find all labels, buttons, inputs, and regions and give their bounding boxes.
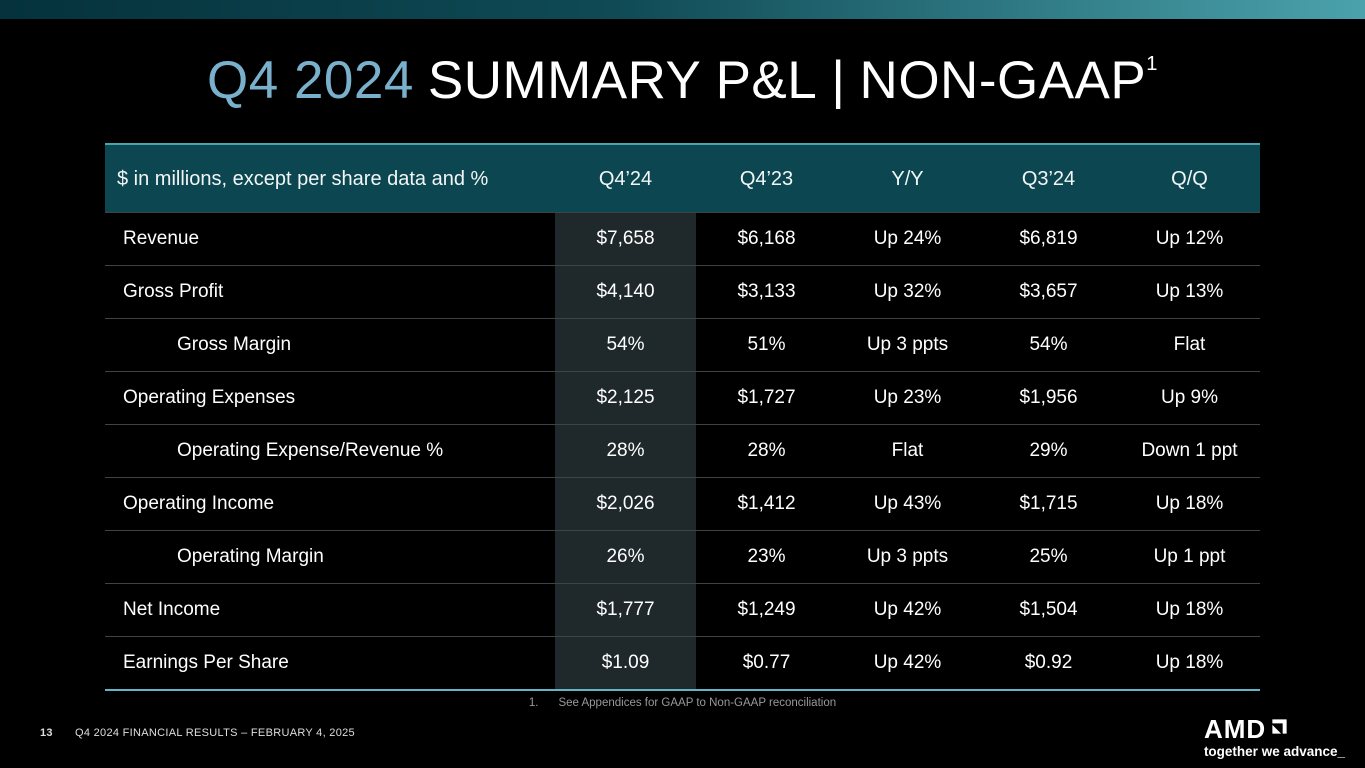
cell-value: $7,658 [555,213,696,265]
title-part1: SUMMARY P&L [427,51,818,110]
header-q423: Q4’23 [739,167,794,190]
header-units: $ in millions, except per share data and… [117,167,489,190]
row-label: Earnings Per Share [123,651,289,673]
header-q424: Q4’24 [598,167,653,190]
header-q324: Q3’24 [1021,167,1076,190]
cell-value: $1,777 [555,584,696,636]
title-part2: NON-GAAP [859,51,1147,110]
cell-value: $4,140 [555,266,696,318]
cell-value: $1,715 [1019,492,1078,514]
cell-value: 28% [747,439,786,461]
cell-value: Up 9% [1160,386,1219,408]
row-label: Gross Margin [177,333,292,355]
footnote-text: See Appendices for GAAP to Non-GAAP reco… [558,697,837,709]
table-row-revenue: Revenue $7,658 $6,168 Up 24% $6,819 Up 1… [105,212,1260,265]
cell-value: Down 1 ppt [1141,439,1238,461]
cell-value: $0.92 [1024,651,1073,673]
header-qq: Q/Q [1171,167,1208,190]
pl-table: $ in millions, except per share data and… [105,143,1260,691]
cell-value: Up 23% [873,386,942,408]
cell-value: 23% [747,545,786,567]
row-label: Gross Profit [123,280,224,302]
cell-value: Up 3 ppts [866,545,949,567]
cell-value: Flat [1173,333,1206,355]
cell-value: Up 1 ppt [1153,545,1226,567]
amd-tagline: together we advance_ [1203,743,1345,759]
cell-value: Up 32% [873,280,942,302]
cell-value: $0.77 [742,651,791,673]
table-row-operating-margin: Operating Margin 26% 23% Up 3 ppts 25% U… [105,530,1260,583]
cell-value: $1,249 [737,598,796,620]
row-label: Operating Expense/Revenue % [177,439,444,461]
cell-value: $3,133 [737,280,796,302]
cell-value: $3,657 [1019,280,1078,302]
cell-value: $2,026 [555,478,696,530]
footnote-number: 1. [528,697,539,709]
table-row-operating-income: Operating Income $2,026 $1,412 Up 43% $1… [105,477,1260,530]
table-row-gross-margin: Gross Margin 54% 51% Up 3 ppts 54% Flat [105,318,1260,371]
row-label: Operating Margin [177,545,324,567]
footnote: 1. See Appendices for GAAP to Non-GAAP r… [0,697,1365,709]
row-label: Operating Income [123,492,275,514]
table-row-eps: Earnings Per Share $1.09 $0.77 Up 42% $0… [105,636,1260,689]
row-label: Revenue [123,227,200,249]
table-row-operating-expenses: Operating Expenses $2,125 $1,727 Up 23% … [105,371,1260,424]
cell-value: $2,125 [555,372,696,424]
cell-value: 26% [555,531,696,583]
cell-value: Up 13% [1155,280,1224,302]
table-header-row: $ in millions, except per share data and… [105,143,1260,212]
page-number: 13 [40,727,53,739]
title-separator: | [831,51,846,110]
cell-value: $1.09 [555,637,696,689]
page-title: Q4 2024 SUMMARY P&L | NON-GAAP1 [0,50,1365,111]
cell-value: Up 24% [873,227,942,249]
cell-value: 54% [1029,333,1068,355]
top-gradient-bar [0,0,1365,19]
cell-value: Up 3 ppts [866,333,949,355]
cell-value: 25% [1029,545,1068,567]
cell-value: $1,727 [737,386,796,408]
title-footnote-ref: 1 [1146,53,1158,75]
title-quarter: Q4 2024 [207,51,414,110]
row-label: Operating Expenses [123,386,296,408]
cell-value: $6,819 [1019,227,1078,249]
cell-value: 29% [1029,439,1068,461]
cell-value: $6,168 [737,227,796,249]
amd-arrow-icon [1270,717,1289,740]
cell-value: Up 18% [1155,651,1224,673]
cell-value: $1,412 [737,492,796,514]
cell-value: 28% [555,425,696,477]
cell-value: $1,956 [1019,386,1078,408]
cell-value: $1,504 [1019,598,1078,620]
header-yy: Y/Y [891,167,924,190]
cell-value: Up 43% [873,492,942,514]
cell-value: 54% [555,319,696,371]
table-row-net-income: Net Income $1,777 $1,249 Up 42% $1,504 U… [105,583,1260,636]
row-label: Net Income [123,598,221,620]
cell-value: Up 42% [873,651,942,673]
cell-value: Up 42% [873,598,942,620]
table-row-opex-revenue-pct: Operating Expense/Revenue % 28% 28% Flat… [105,424,1260,477]
table-row-gross-profit: Gross Profit $4,140 $3,133 Up 32% $3,657… [105,265,1260,318]
footer-label: Q4 2024 FINANCIAL RESULTS – FEBRUARY 4, … [75,727,355,739]
cell-value: Up 18% [1155,598,1224,620]
cell-value: Up 18% [1155,492,1224,514]
amd-logo: AMD together we advance_ [1204,716,1345,759]
cell-value: Flat [891,439,924,461]
amd-wordmark: AMD [1203,713,1267,744]
cell-value: 51% [747,333,786,355]
cell-value: Up 12% [1155,227,1224,249]
